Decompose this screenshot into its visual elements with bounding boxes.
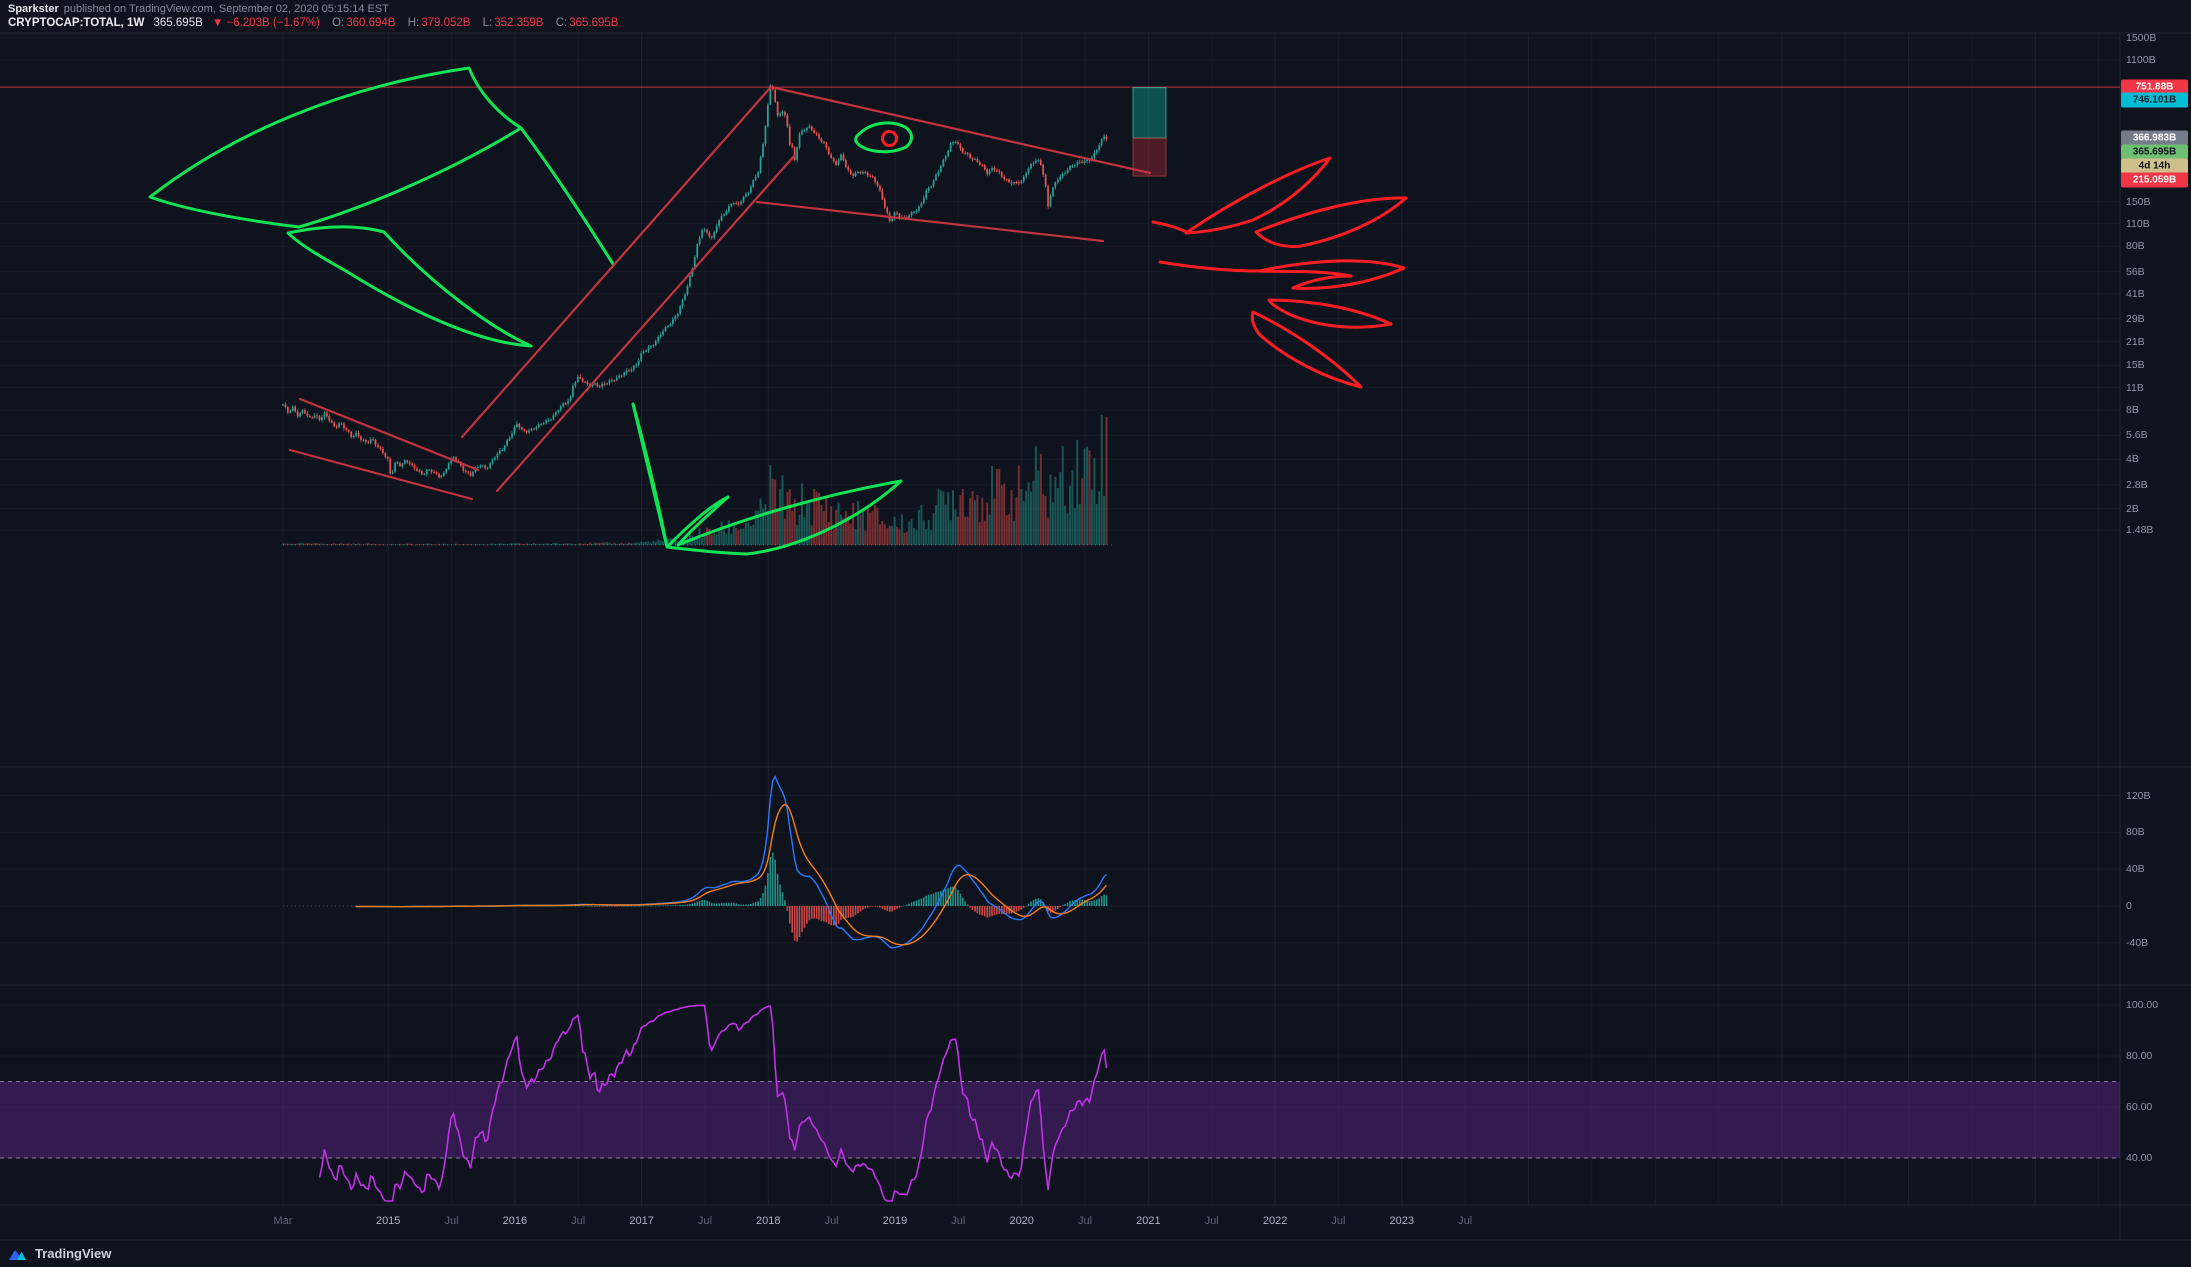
low-value: 352.359B (494, 17, 544, 29)
drawing-red-channel-down-2018[interactable] (755, 85, 1152, 243)
time-tick: Jul (1204, 1215, 1219, 1227)
position-target-price-tag[interactable]: 746.101B (2121, 92, 2188, 108)
time-tick: 2018 (756, 1215, 781, 1227)
rsi-pane (318, 1004, 1108, 1202)
author-name: Sparkster (8, 3, 59, 15)
pane-separators[interactable] (0, 32, 2191, 1241)
time-tick: Jul (697, 1215, 712, 1227)
macd-tick: 40B (2126, 863, 2145, 876)
rsi-tick: 80.00 (2126, 1050, 2153, 1062)
price-tick: 29B (2126, 312, 2145, 325)
macd-tick: 80B (2126, 826, 2145, 839)
header-last-price: 365.695B (153, 17, 203, 29)
price-tick: 2.8B (2126, 478, 2148, 491)
price-tick: 5.6B (2126, 429, 2148, 442)
rsi-tick: 60.00 (2126, 1101, 2153, 1113)
drawing-red-channel-up[interactable] (460, 86, 797, 493)
time-tick: Jul (951, 1215, 966, 1227)
time-tick: Jul (571, 1215, 586, 1227)
volume-series (282, 415, 1112, 546)
drawing-green-wing-bottom[interactable] (631, 402, 903, 556)
high-label: H: (407, 17, 420, 29)
price-tick: 56B (2126, 265, 2145, 278)
time-tick: 2015 (375, 1215, 401, 1227)
macd-pane (283, 775, 1112, 949)
publish-info: published on TradingView.com, September … (63, 3, 389, 15)
time-tick: 2016 (502, 1215, 528, 1227)
close-value: 365.695B (569, 17, 619, 29)
open-label: O: (332, 17, 345, 29)
last-price-tag[interactable]: 365.695B (2121, 144, 2188, 160)
macd-tick: 120B (2126, 789, 2151, 802)
close-label: C: (555, 17, 568, 29)
drawing-red-flame-tail[interactable] (1151, 156, 1408, 389)
header: Sparkster published on TradingView.com, S… (0, 0, 2191, 33)
grid (0, 33, 2120, 1205)
footer: TradingView (0, 1240, 2191, 1267)
time-tick: Jul (444, 1215, 459, 1227)
time-tick: 2020 (1009, 1215, 1034, 1227)
drawing-green-wing-upper[interactable] (148, 66, 615, 266)
position-entry-price-tag[interactable]: 366.983B (2121, 130, 2188, 146)
drawing-green-eye[interactable] (854, 121, 913, 154)
time-tick: Mar (273, 1215, 293, 1227)
price-tick: 110B (2126, 217, 2150, 230)
price-tick: 1.48B (2126, 524, 2154, 537)
price-tick: 8B (2126, 404, 2139, 417)
price-tick: 11B (2126, 381, 2144, 394)
price-tick: 1500B (2126, 32, 2157, 44)
rsi-band (0, 1081, 2120, 1159)
price-tick: 21B (2126, 335, 2145, 348)
time-tick: Jul (824, 1215, 839, 1227)
price-tick: 15B (2126, 359, 2145, 372)
rsi-tick: 100.00 (2126, 999, 2159, 1011)
horizontal-line-price-tag[interactable]: 751.88B (2121, 79, 2188, 95)
drawing-red-channel-down-2014[interactable] (288, 397, 480, 501)
time-tick: 2021 (1136, 1215, 1161, 1227)
rsi-tick: 40.00 (2126, 1152, 2153, 1164)
macd-tick: -40B (2126, 936, 2149, 949)
drawing-green-wing-lower[interactable] (286, 225, 533, 348)
bar-countdown-tag[interactable]: 4d 14h (2121, 158, 2188, 174)
low-label: L: (482, 17, 493, 29)
brand-name[interactable]: TradingView (35, 1246, 112, 1261)
publish-line: Sparkster published on TradingView.com, S… (8, 3, 389, 15)
macd-tick: 0 (2126, 900, 2132, 912)
time-tick: 2017 (629, 1215, 654, 1227)
drawing-red-pupil[interactable] (881, 130, 898, 147)
symbol-title: CRYPTOCAP:TOTAL, 1W (8, 17, 145, 29)
candlestick-series (282, 84, 1108, 479)
time-tick: 2022 (1262, 1215, 1288, 1227)
high-value: 379.052B (421, 17, 471, 29)
symbol-info-bar: CRYPTOCAP:TOTAL, 1W 365.695B ▼ −6.203B (… (8, 17, 618, 29)
price-tick: 41B (2126, 287, 2145, 300)
open-value: 360.694B (346, 17, 396, 29)
position-stop-price-tag[interactable]: 215.059B (2121, 172, 2188, 188)
time-tick: Jul (1331, 1215, 1346, 1227)
price-tick: 1100B (2126, 54, 2156, 67)
price-change: ▼ −6.203B (−1.67%) (211, 17, 320, 29)
time-tick: Jul (1077, 1215, 1093, 1227)
long-position-tool[interactable] (1132, 87, 1167, 177)
price-tick: 80B (2126, 240, 2145, 253)
tradingview-logo[interactable] (8, 1246, 28, 1262)
price-tick: 4B (2126, 453, 2139, 466)
time-tick: 2019 (882, 1215, 908, 1227)
time-tick: 2023 (1389, 1215, 1415, 1227)
price-tick: 150B (2126, 195, 2151, 208)
time-tick: Jul (1458, 1215, 1473, 1227)
price-tick: 2B (2126, 502, 2139, 515)
